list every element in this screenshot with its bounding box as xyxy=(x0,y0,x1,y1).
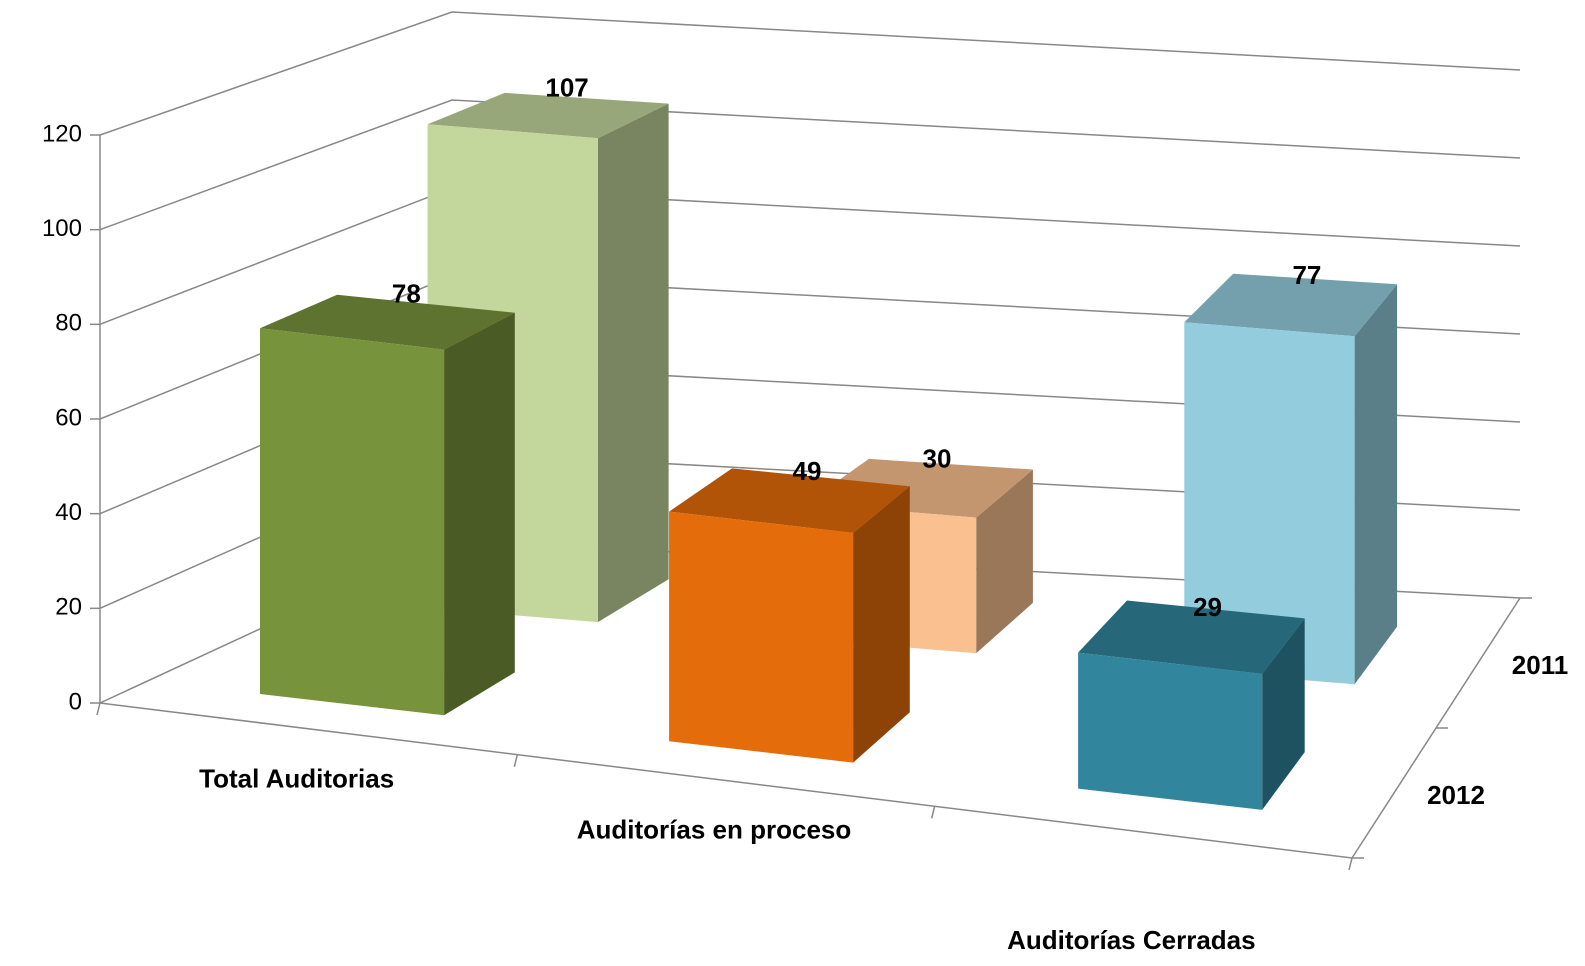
bar-front xyxy=(1184,322,1355,685)
bar-top xyxy=(260,294,515,350)
bar xyxy=(1184,273,1398,685)
bar-side xyxy=(444,312,515,716)
y-tick-label: 60 xyxy=(55,404,82,431)
x-tick-label: Total Auditorias xyxy=(199,764,394,794)
bar-front xyxy=(1078,652,1263,810)
x-tick-label: Auditorías Cerradas xyxy=(1007,925,1256,955)
bar-top xyxy=(1184,273,1398,337)
x-tick-label: Auditorías en proceso xyxy=(577,814,852,844)
bar-side xyxy=(976,469,1033,654)
y-tick-label: 20 xyxy=(55,594,82,621)
bar-side xyxy=(1354,284,1398,685)
value-label: 78 xyxy=(392,279,421,309)
value-label: 107 xyxy=(545,72,588,102)
bar-side xyxy=(1262,618,1305,810)
series-label: 2011 xyxy=(1512,650,1568,680)
value-label: 77 xyxy=(1292,260,1321,290)
series-label: 2012 xyxy=(1427,780,1485,810)
grid-line xyxy=(99,99,1521,231)
y-tick-label: 40 xyxy=(55,499,82,526)
bar-front xyxy=(260,328,445,716)
bar xyxy=(260,294,515,716)
y-tick-label: 100 xyxy=(42,215,82,242)
bar-side xyxy=(853,486,910,763)
bar xyxy=(669,468,910,763)
x-tick xyxy=(96,702,101,716)
y-tick-label: 80 xyxy=(55,310,82,337)
y-tick-label: 0 xyxy=(69,688,82,715)
grid-line xyxy=(99,11,1521,136)
x-tick xyxy=(513,754,519,767)
value-label: 29 xyxy=(1193,592,1222,622)
bar-top xyxy=(1078,600,1305,674)
value-label: 30 xyxy=(923,444,952,474)
x-tick xyxy=(1348,857,1353,871)
bar xyxy=(1078,600,1305,810)
value-label: 49 xyxy=(793,456,822,486)
bar-side xyxy=(597,103,669,623)
bar-top xyxy=(669,468,910,533)
bar-front xyxy=(669,511,854,763)
bar-top xyxy=(427,92,669,139)
y-tick-label: 120 xyxy=(42,120,82,147)
x-tick xyxy=(930,806,936,819)
